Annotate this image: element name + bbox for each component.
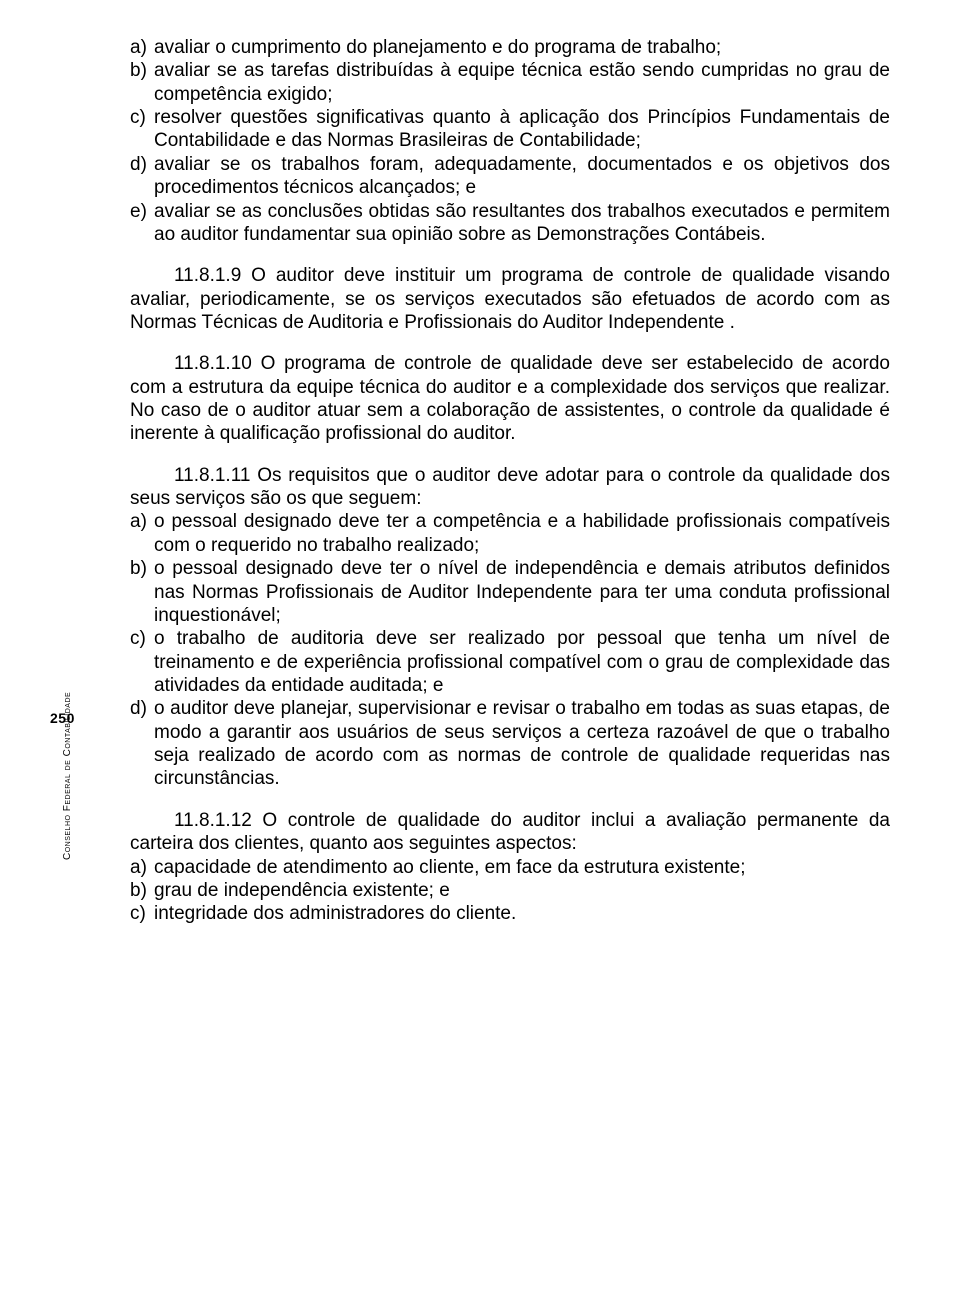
- paragraph-11-8-1-11-intro: 11.8.1.11 Os requisitos que o auditor de…: [130, 464, 890, 511]
- list-marker: d): [130, 697, 154, 790]
- list-item: d) avaliar se os trabalhos foram, adequa…: [130, 153, 890, 200]
- list-body: o trabalho de auditoria deve ser realiza…: [154, 627, 890, 697]
- list-body: o pessoal designado deve ter a competênc…: [154, 510, 890, 557]
- list-item: a) avaliar o cumprimento do planejamento…: [130, 36, 890, 59]
- list-marker: a): [130, 36, 154, 59]
- list-marker: a): [130, 510, 154, 557]
- list-item: c) o trabalho de auditoria deve ser real…: [130, 627, 890, 697]
- list-marker: a): [130, 856, 154, 879]
- list-body: avaliar se os trabalhos foram, adequadam…: [154, 153, 890, 200]
- list-body: integridade dos administradores do clien…: [154, 902, 890, 925]
- list-marker: e): [130, 200, 154, 247]
- page: 250 Conselho Federal de Contabilidade a)…: [0, 0, 960, 1295]
- paragraph-11-8-1-10: 11.8.1.10 O programa de controle de qual…: [130, 352, 890, 445]
- list-body: o pessoal designado deve ter o nível de …: [154, 557, 890, 627]
- list-item: d) o auditor deve planejar, supervisiona…: [130, 697, 890, 790]
- list-item: b) o pessoal designado deve ter o nível …: [130, 557, 890, 627]
- list-item: b) avaliar se as tarefas distribuídas à …: [130, 59, 890, 106]
- list-marker: c): [130, 106, 154, 153]
- list-body: o auditor deve planejar, supervisionar e…: [154, 697, 890, 790]
- list-2: a) o pessoal designado deve ter a compet…: [130, 510, 890, 790]
- sidebar: 250 Conselho Federal de Contabilidade: [50, 560, 80, 860]
- list-3: a) capacidade de atendimento ao cliente,…: [130, 856, 890, 926]
- list-body: grau de independência existente; e: [154, 879, 890, 902]
- list-item: b) grau de independência existente; e: [130, 879, 890, 902]
- list-body: avaliar o cumprimento do planejamento e …: [154, 36, 890, 59]
- list-body: resolver questões significativas quanto …: [154, 106, 890, 153]
- list-item: c) resolver questões significativas quan…: [130, 106, 890, 153]
- list-item: c) integridade dos administradores do cl…: [130, 902, 890, 925]
- list-body: capacidade de atendimento ao cliente, em…: [154, 856, 890, 879]
- list-marker: b): [130, 59, 154, 106]
- list-marker: b): [130, 557, 154, 627]
- list-body: avaliar se as tarefas distribuídas à equ…: [154, 59, 890, 106]
- paragraph-11-8-1-12-intro: 11.8.1.12 O controle de qualidade do aud…: [130, 809, 890, 856]
- content: a) avaliar o cumprimento do planejamento…: [130, 36, 890, 926]
- list-item: a) o pessoal designado deve ter a compet…: [130, 510, 890, 557]
- list-marker: d): [130, 153, 154, 200]
- list-body: avaliar se as conclusões obtidas são res…: [154, 200, 890, 247]
- side-publisher-text: Conselho Federal de Contabilidade: [62, 692, 73, 860]
- list-marker: b): [130, 879, 154, 902]
- list-marker: c): [130, 627, 154, 697]
- list-1: a) avaliar o cumprimento do planejamento…: [130, 36, 890, 246]
- list-item: a) capacidade de atendimento ao cliente,…: [130, 856, 890, 879]
- paragraph-11-8-1-9: 11.8.1.9 O auditor deve instituir um pro…: [130, 264, 890, 334]
- list-item: e) avaliar se as conclusões obtidas são …: [130, 200, 890, 247]
- list-marker: c): [130, 902, 154, 925]
